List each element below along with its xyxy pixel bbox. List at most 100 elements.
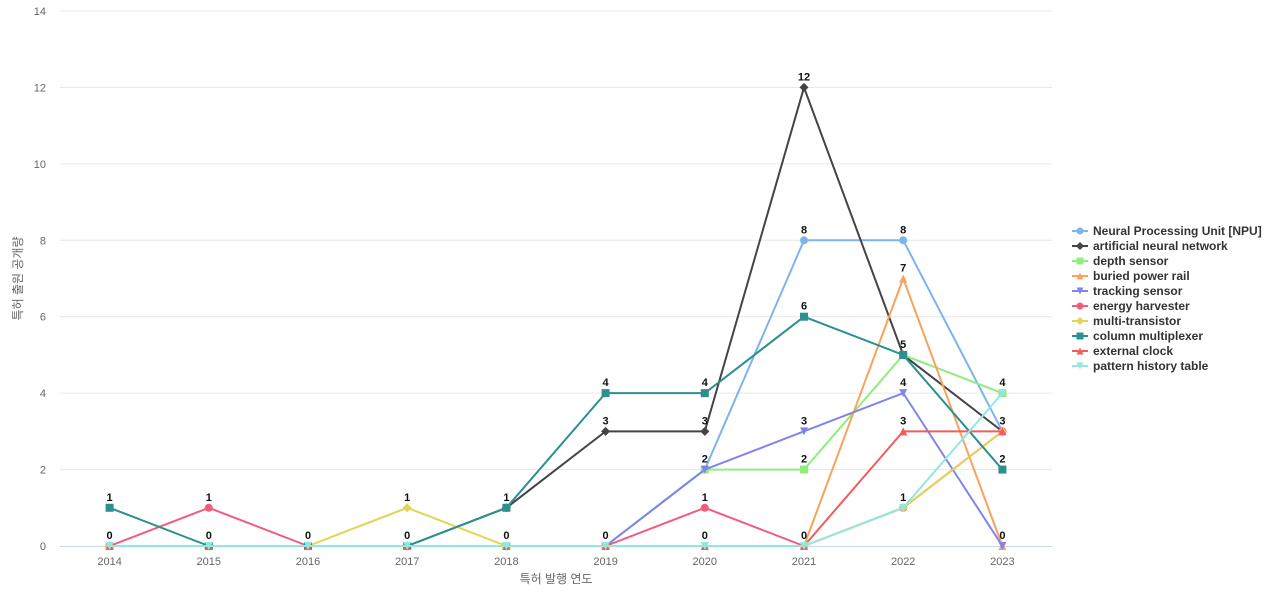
y-tick-label: 6 bbox=[40, 312, 46, 324]
x-tick-label: 2019 bbox=[593, 556, 617, 568]
data-point bbox=[502, 503, 511, 512]
data-label: 12 bbox=[798, 71, 810, 83]
data-label: 3 bbox=[999, 415, 1005, 427]
legend-marker bbox=[1076, 257, 1084, 265]
y-tick-label: 0 bbox=[40, 541, 46, 553]
series-line bbox=[108, 315, 1004, 547]
legend-label: energy harvester bbox=[1093, 299, 1190, 313]
legend-label: tracking sensor bbox=[1093, 284, 1183, 298]
data-label: 5 bbox=[900, 339, 906, 351]
data-point bbox=[700, 389, 709, 398]
legend-marker bbox=[1076, 302, 1084, 310]
legend-item[interactable]: artificial neural network bbox=[1072, 239, 1228, 253]
series-multi-transistor bbox=[105, 426, 1007, 551]
series-external-clock bbox=[105, 427, 1007, 550]
data-point bbox=[998, 542, 1007, 550]
data-point bbox=[402, 503, 412, 513]
data-label: 2 bbox=[999, 454, 1005, 466]
data-point bbox=[899, 274, 908, 283]
series-line bbox=[108, 392, 1004, 547]
series-lines bbox=[105, 82, 1007, 551]
x-tick-label: 2016 bbox=[296, 556, 320, 568]
legend-label: artificial neural network bbox=[1093, 239, 1228, 253]
legend-item[interactable]: energy harvester bbox=[1072, 299, 1190, 313]
legend-label: Neural Processing Unit [NPU] bbox=[1093, 224, 1262, 238]
data-label: 6 bbox=[801, 301, 807, 313]
legend-item[interactable]: depth sensor bbox=[1072, 254, 1169, 268]
data-label: 3 bbox=[801, 415, 807, 427]
x-axis-ticks: 2014 2015 2016 2017 2018 2019 2020 2021 2022 2023 bbox=[97, 556, 1014, 568]
legend-marker bbox=[1076, 242, 1084, 250]
data-point bbox=[502, 542, 511, 550]
data-label: 8 bbox=[801, 224, 807, 236]
data-label: 1 bbox=[404, 492, 410, 504]
series-pattern-history-table bbox=[105, 389, 1007, 550]
y-tick-label: 10 bbox=[34, 159, 46, 171]
data-point bbox=[700, 426, 710, 436]
legend-item[interactable]: Neural Processing Unit [NPU] bbox=[1072, 224, 1262, 238]
data-label: 0 bbox=[206, 530, 212, 542]
data-label: 0 bbox=[999, 530, 1005, 542]
data-label: 2 bbox=[801, 454, 807, 466]
data-label: 2 bbox=[702, 454, 708, 466]
data-point bbox=[700, 465, 709, 474]
data-point bbox=[899, 236, 908, 245]
series-line bbox=[108, 430, 1004, 547]
data-label: 1 bbox=[702, 492, 708, 504]
data-label: 8 bbox=[900, 224, 906, 236]
data-label: 0 bbox=[801, 530, 807, 542]
data-point bbox=[105, 503, 114, 512]
data-point bbox=[899, 427, 908, 436]
legend-item[interactable]: external clock bbox=[1072, 344, 1173, 358]
data-point bbox=[601, 426, 611, 436]
legend-label: multi-transistor bbox=[1093, 314, 1181, 328]
data-label: 1 bbox=[503, 492, 509, 504]
data-point bbox=[799, 82, 809, 92]
data-label: 4 bbox=[900, 377, 907, 389]
legend-item[interactable]: tracking sensor bbox=[1072, 284, 1183, 298]
y-tick-label: 12 bbox=[34, 82, 46, 94]
data-label: 4 bbox=[702, 377, 709, 389]
legend[interactable]: Neural Processing Unit [NPU]artificial n… bbox=[1072, 224, 1262, 373]
y-axis-ticks: 0 2 4 6 8 10 12 14 bbox=[34, 6, 46, 553]
legend-label: buried power rail bbox=[1093, 269, 1190, 283]
series-energy-harvester bbox=[105, 427, 1007, 550]
data-label: 1 bbox=[107, 492, 113, 504]
legend-label: pattern history table bbox=[1093, 359, 1209, 373]
y-axis-title: 특허 출원 공개량 bbox=[11, 237, 25, 321]
legend-label: column multiplexer bbox=[1093, 329, 1203, 343]
data-point bbox=[998, 389, 1007, 398]
data-label: 1 bbox=[900, 492, 906, 504]
x-tick-label: 2018 bbox=[494, 556, 518, 568]
x-tick-label: 2014 bbox=[97, 556, 121, 568]
legend-marker bbox=[1076, 347, 1084, 355]
data-point bbox=[700, 542, 709, 550]
legend-item[interactable]: column multiplexer bbox=[1072, 329, 1203, 343]
data-label: 0 bbox=[603, 530, 609, 542]
data-point bbox=[700, 503, 709, 512]
series-column-multiplexer bbox=[105, 312, 1007, 550]
x-tick-label: 2017 bbox=[395, 556, 419, 568]
series-line bbox=[108, 430, 1004, 547]
x-axis-title: 특허 발행 연도 bbox=[520, 571, 593, 586]
data-point bbox=[403, 542, 412, 550]
data-label: 0 bbox=[107, 530, 113, 542]
legend-marker bbox=[1076, 272, 1084, 280]
x-tick-label: 2022 bbox=[891, 556, 915, 568]
x-tick-label: 2021 bbox=[792, 556, 816, 568]
legend-item[interactable]: multi-transistor bbox=[1072, 314, 1181, 328]
data-label: 0 bbox=[702, 530, 708, 542]
data-point bbox=[800, 465, 808, 474]
data-label: 0 bbox=[404, 530, 410, 542]
y-tick-label: 8 bbox=[40, 235, 46, 247]
data-point bbox=[998, 465, 1007, 474]
data-label: 3 bbox=[702, 415, 708, 427]
data-point bbox=[800, 236, 808, 245]
x-tick-label: 2015 bbox=[197, 556, 221, 568]
data-label: 0 bbox=[503, 530, 509, 542]
legend-item[interactable]: pattern history table bbox=[1072, 359, 1209, 373]
legend-item[interactable]: buried power rail bbox=[1072, 269, 1190, 283]
data-label: 4 bbox=[999, 377, 1006, 389]
legend-marker bbox=[1076, 227, 1084, 235]
